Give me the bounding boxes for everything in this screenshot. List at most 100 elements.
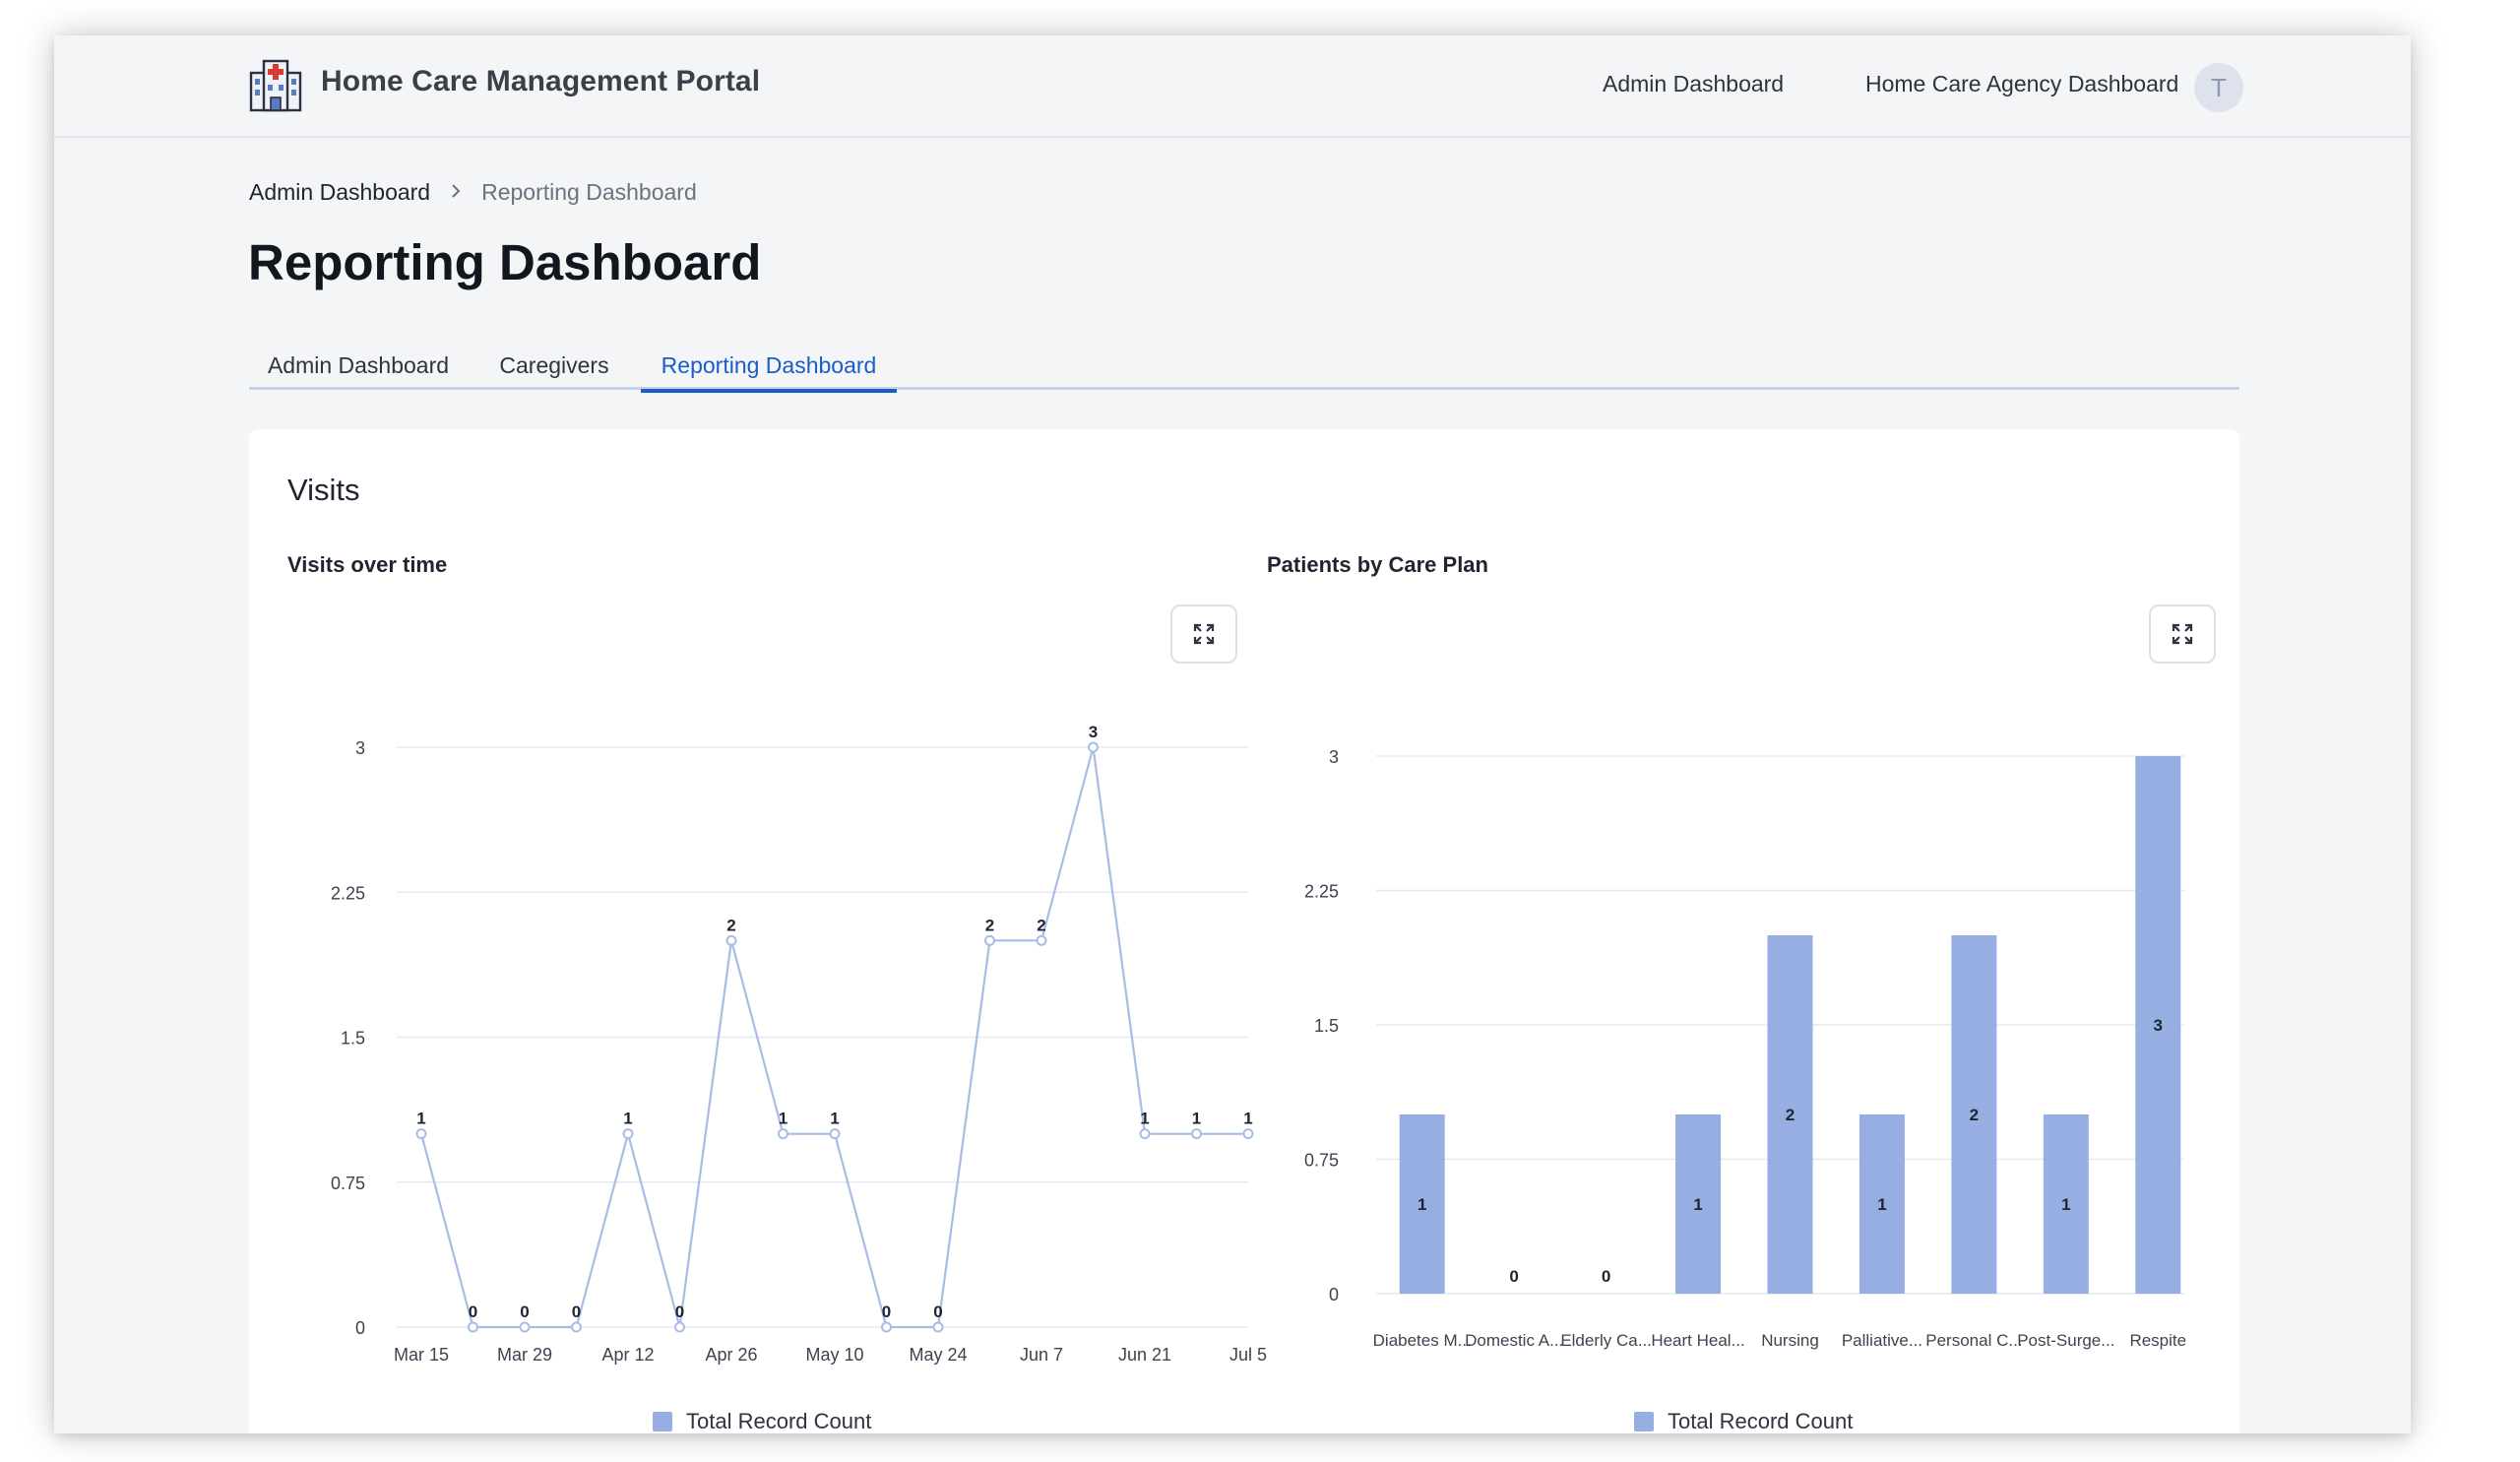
data-label: 1: [2061, 1195, 2070, 1214]
data-label: 1: [1693, 1195, 1702, 1214]
x-tick-label: Personal C...: [1925, 1331, 2022, 1350]
breadcrumb-admin-dashboard[interactable]: Admin Dashboard: [249, 179, 431, 205]
data-label: 0: [1509, 1267, 1518, 1286]
x-tick-label: Palliative...: [1842, 1331, 1922, 1350]
expand-icon: [2172, 623, 2193, 645]
tab-admin-dashboard[interactable]: Admin Dashboard: [267, 352, 450, 378]
expand-visits-chart-button[interactable]: [1170, 604, 1237, 664]
data-label: 0: [520, 1303, 529, 1321]
bar: [2135, 756, 2181, 1294]
visits-over-time-title: Visits over time: [287, 552, 448, 577]
browser-window: Home Care Management Portal Admin Dashbo…: [54, 35, 2411, 1433]
data-label: 1: [830, 1110, 839, 1128]
y-tick-label: 3: [1329, 747, 1339, 767]
legend-label: Total Record Count: [1668, 1409, 1854, 1433]
tab-reporting-dashboard[interactable]: Reporting Dashboard: [641, 352, 897, 393]
tab-bar: Admin Dashboard Caregivers Reporting Das…: [249, 352, 2239, 393]
bar: [1767, 935, 1813, 1294]
y-tick-label: 2.25: [331, 883, 365, 903]
x-tick-label: Jun 21: [1118, 1345, 1171, 1365]
data-point: [829, 1128, 841, 1140]
bar: [1399, 1114, 1445, 1294]
patients-by-care-plan-title: Patients by Care Plan: [1267, 552, 1488, 577]
data-point: [622, 1128, 634, 1140]
legend-label: Total Record Count: [686, 1409, 872, 1433]
data-label: 1: [779, 1110, 788, 1128]
x-tick-label: Mar 29: [497, 1345, 552, 1365]
nav-home-care-agency-dashboard[interactable]: Home Care Agency Dashboard: [1865, 71, 2179, 96]
chevron-right-icon: [450, 180, 462, 206]
app-title: Home Care Management Portal: [321, 65, 761, 97]
page-title: Reporting Dashboard: [248, 234, 762, 290]
y-tick-label: 1.5: [1314, 1016, 1339, 1036]
expand-care-plan-chart-button[interactable]: [2149, 604, 2216, 664]
data-point: [725, 934, 737, 946]
care-plan-bar-chart: 0 0.75 1.5 2.25 3 1 Diabetes M... 0 Domestic A..…: [1304, 747, 2186, 1350]
x-tick-label: Nursing: [1761, 1331, 1819, 1350]
y-tick-label: 2.25: [1304, 882, 1339, 902]
data-point: [778, 1128, 788, 1140]
data-label: 1: [623, 1110, 632, 1128]
data-label: 0: [675, 1303, 684, 1321]
bar: [1858, 1114, 1905, 1294]
y-tick-label: 3: [355, 738, 365, 758]
data-label: 0: [469, 1303, 477, 1321]
data-label: 0: [1602, 1267, 1610, 1286]
x-tick-label: Apr 26: [705, 1345, 757, 1365]
x-tick-label: Heart Heal...: [1651, 1331, 1744, 1350]
x-tick-label: Elderly Ca...: [1560, 1331, 1652, 1350]
data-point: [1088, 741, 1099, 753]
data-label: 1: [416, 1110, 425, 1128]
expand-icon: [1193, 623, 1215, 645]
data-label: 2: [1037, 916, 1045, 934]
user-avatar[interactable]: T: [2194, 63, 2243, 112]
x-tick-label: May 24: [909, 1345, 967, 1365]
data-point: [1036, 934, 1047, 946]
data-label: 3: [2154, 1016, 2163, 1035]
data-point: [519, 1321, 531, 1333]
y-tick-label: 0.75: [1304, 1151, 1339, 1171]
y-tick-label: 0.75: [331, 1174, 365, 1193]
visits-legend: Total Record Count: [653, 1409, 871, 1433]
data-point: [984, 934, 995, 946]
y-tick-label: 0: [355, 1318, 365, 1338]
bar: [1951, 935, 1997, 1294]
y-tick-label: 1.5: [341, 1029, 365, 1049]
data-point: [415, 1128, 427, 1140]
visits-line-chart: 0 0.75 1.5 2.25 3 1 0 0 0 1 0 2 1 1 0 0 2 2 3 1 1 1 Mar 15 Mar …: [331, 723, 1267, 1365]
x-tick-label: Diabetes M...: [1373, 1331, 1472, 1350]
x-tick-label: Jun 7: [1020, 1345, 1063, 1365]
data-label: 1: [1418, 1195, 1426, 1214]
data-point: [1242, 1128, 1254, 1140]
visits-panel: Visits Visits over time 0 0.75 1.5 2.25 3 1 0 0…: [249, 429, 2239, 1433]
data-point: [1139, 1128, 1151, 1140]
x-tick-label: Respite: [2129, 1331, 2186, 1350]
tab-caregivers[interactable]: Caregivers: [499, 352, 609, 378]
data-label: 2: [726, 916, 735, 934]
data-label: 2: [1970, 1106, 1979, 1124]
data-point: [571, 1321, 582, 1333]
breadcrumb: Admin Dashboard Reporting Dashboard: [249, 179, 697, 206]
data-label: 0: [933, 1303, 942, 1321]
bar: [1675, 1114, 1722, 1294]
data-point: [468, 1321, 478, 1333]
nav-admin-dashboard[interactable]: Admin Dashboard: [1603, 71, 1785, 96]
data-label: 2: [1786, 1106, 1795, 1124]
data-label: 2: [985, 916, 994, 934]
x-tick-label: May 10: [805, 1345, 863, 1365]
x-tick-label: Jul 5: [1229, 1345, 1267, 1365]
bar: [2043, 1114, 2089, 1294]
x-tick-label: Post-Surge...: [2017, 1331, 2114, 1350]
x-tick-label: Domestic A...: [1465, 1331, 1563, 1350]
legend-swatch: [1634, 1412, 1654, 1431]
breadcrumb-reporting-dashboard: Reporting Dashboard: [481, 179, 697, 205]
data-label: 0: [572, 1303, 581, 1321]
x-tick-label: Mar 15: [394, 1345, 449, 1365]
care-plan-legend: Total Record Count: [1634, 1409, 1853, 1433]
top-navigation-bar: Home Care Management Portal Admin Dashbo…: [54, 35, 2411, 138]
legend-swatch: [653, 1412, 672, 1431]
data-label: 3: [1089, 723, 1098, 741]
data-label: 0: [882, 1303, 891, 1321]
data-point: [674, 1321, 685, 1333]
y-tick-label: 0: [1329, 1285, 1339, 1304]
